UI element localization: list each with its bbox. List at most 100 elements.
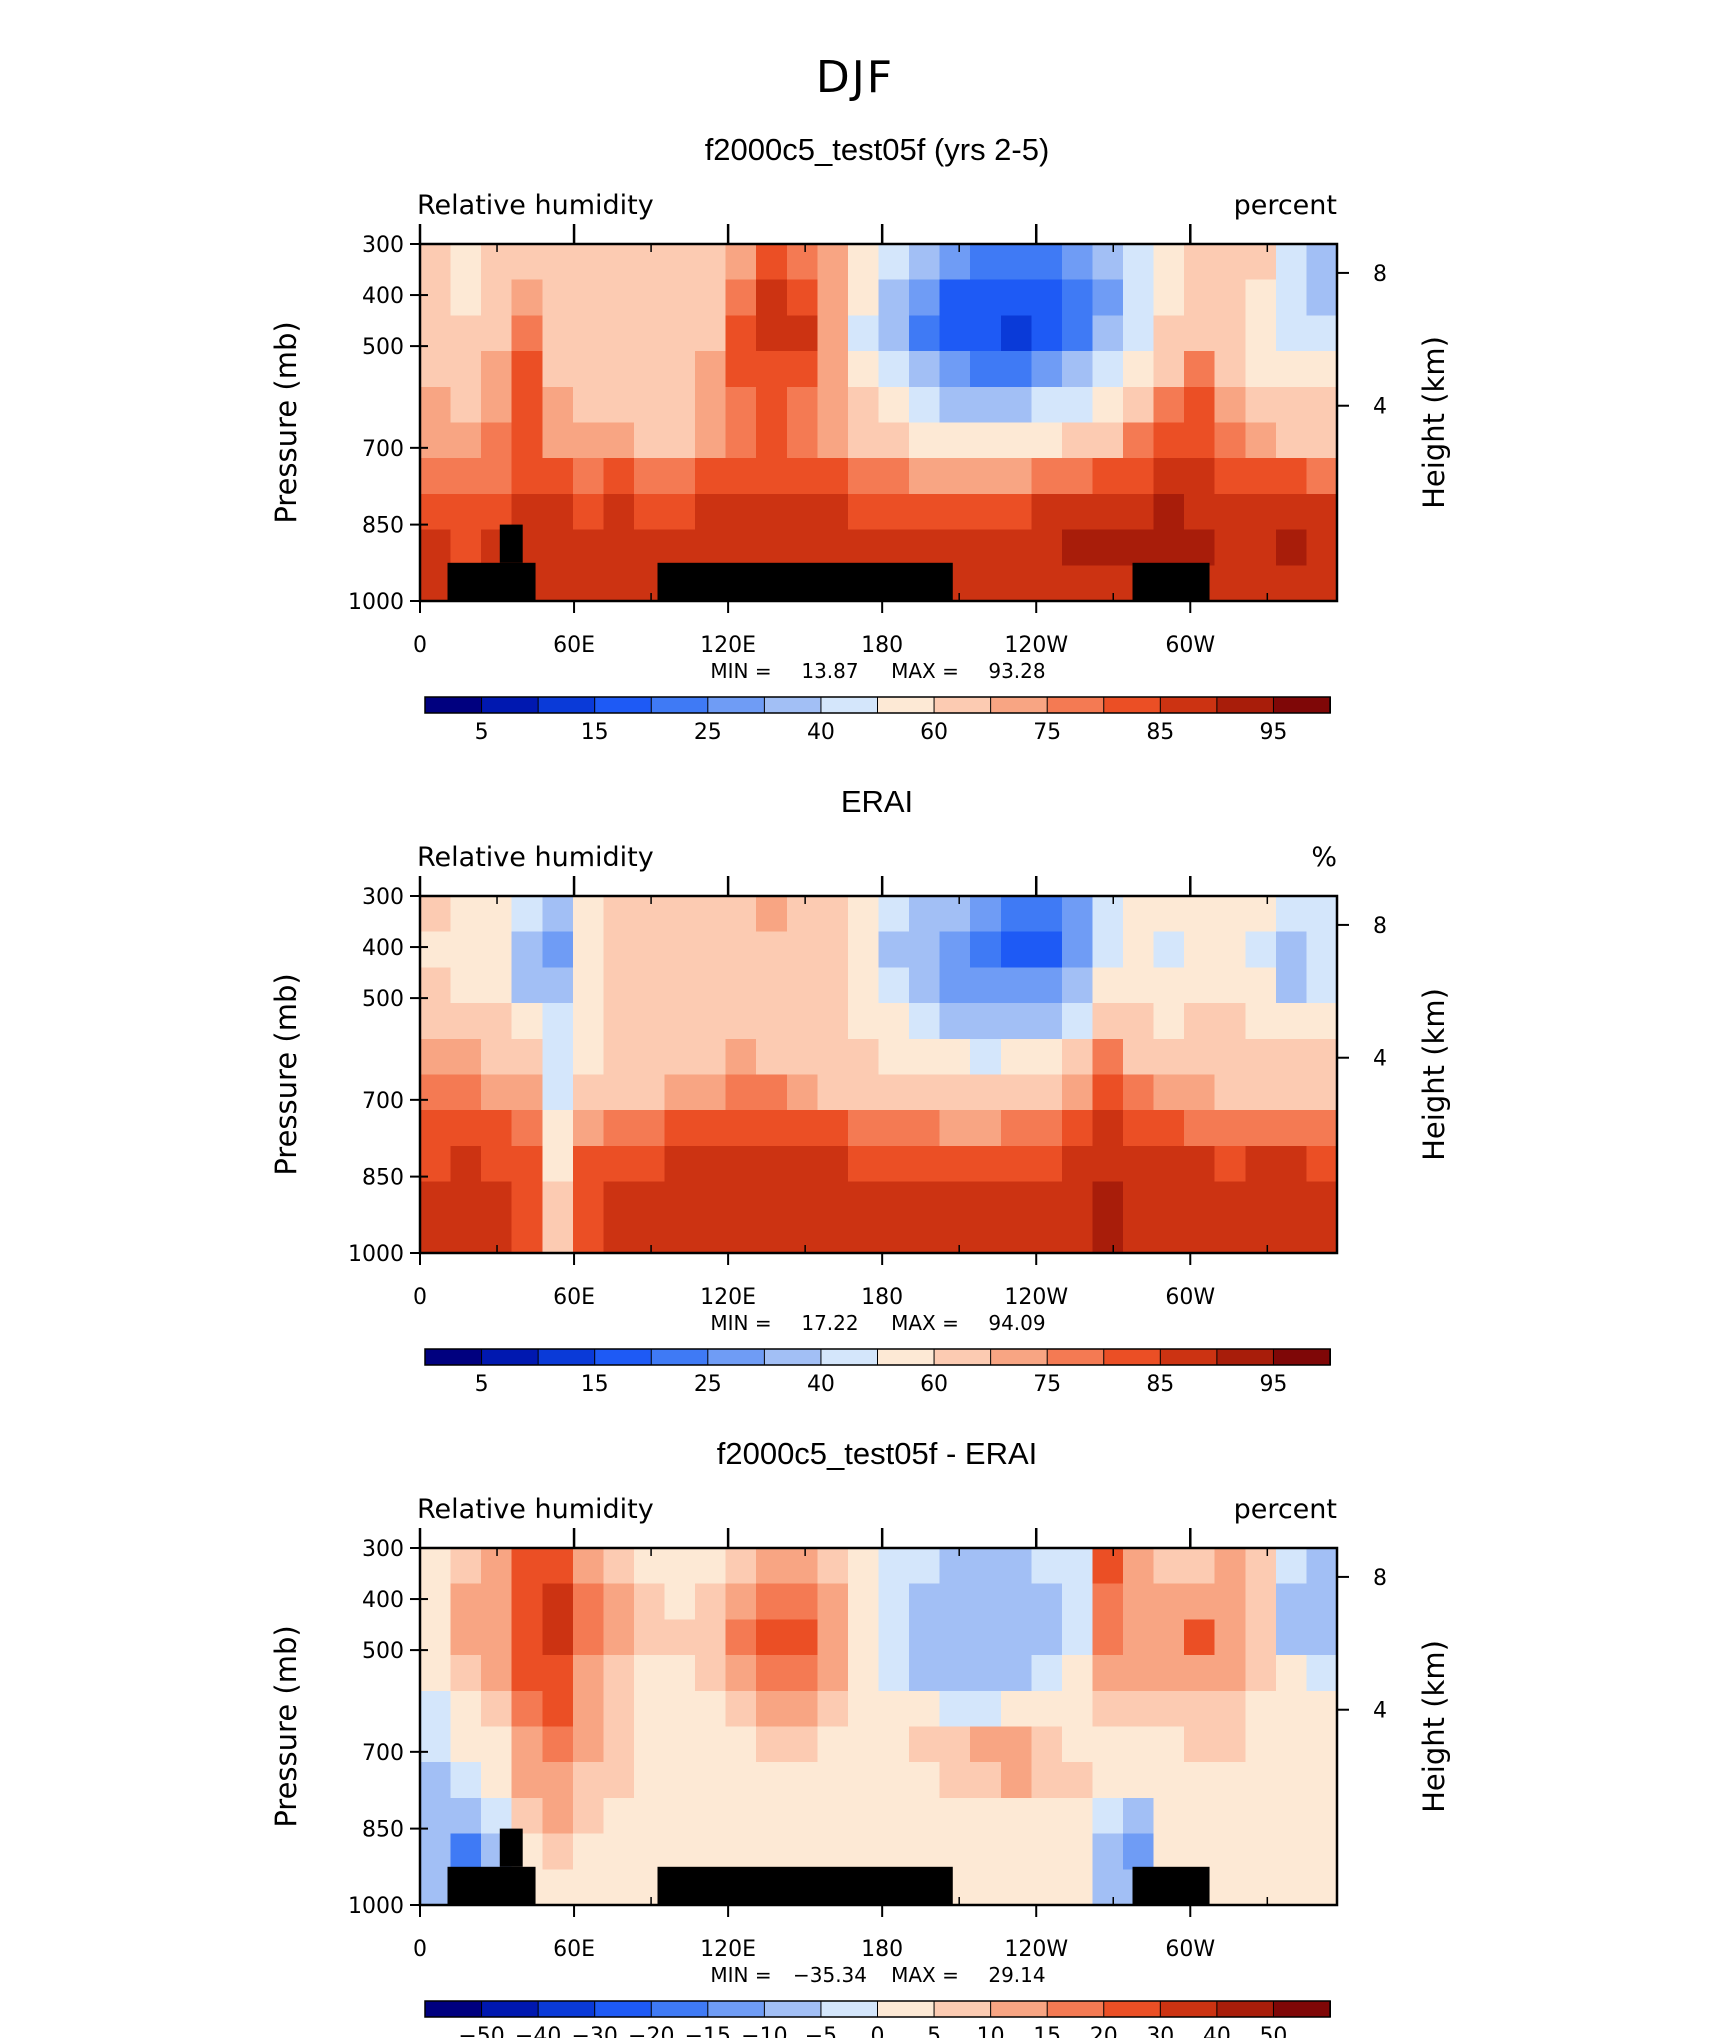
field-cell <box>1031 1110 1063 1147</box>
field-cell <box>786 1548 818 1585</box>
field-cell <box>939 1762 971 1799</box>
field-cell <box>481 1181 513 1218</box>
field-cell <box>572 1110 604 1147</box>
colorbar-swatch <box>763 2000 822 2018</box>
field-cell <box>970 1110 1002 1147</box>
field-cell <box>1092 1833 1124 1870</box>
field-cell <box>756 1110 788 1147</box>
y-right-axis-label: Height (km) <box>1417 988 1451 1161</box>
field-cell <box>695 1110 727 1147</box>
field-cell <box>786 1690 818 1728</box>
field-cell <box>970 1583 1002 1620</box>
field-cell <box>847 1074 880 1111</box>
field-cell <box>970 1655 1002 1692</box>
field-cell <box>817 1038 849 1076</box>
field-cell <box>450 1038 482 1076</box>
field-cell <box>1092 1217 1124 1254</box>
field-cell <box>511 493 543 531</box>
field-cell <box>1306 279 1338 316</box>
land-mask <box>499 1828 523 1867</box>
field-cell <box>603 1833 635 1870</box>
field-cell <box>756 493 788 531</box>
field-cell <box>572 1583 604 1620</box>
field-cell <box>1306 1797 1338 1835</box>
colorbar-swatch <box>424 2000 483 2018</box>
field-cell <box>450 244 482 281</box>
field-cell <box>481 1145 513 1183</box>
field-cell <box>725 1797 757 1835</box>
field-cell <box>1061 279 1094 316</box>
field-cell <box>1245 1690 1277 1728</box>
field-cell <box>1061 1583 1094 1620</box>
variable-label: Relative humidity <box>417 1494 654 1525</box>
field-cell <box>1123 1726 1155 1763</box>
field-cell <box>817 422 849 459</box>
field-cell <box>725 967 757 1004</box>
field-cell <box>603 896 635 933</box>
field-cell <box>420 279 452 316</box>
field-cell <box>756 1690 788 1728</box>
field-cell <box>1306 1110 1338 1147</box>
field-cell <box>695 529 727 566</box>
field-cell <box>420 458 452 495</box>
field-cell <box>450 279 482 316</box>
field-cell <box>542 1583 574 1620</box>
field-cell <box>878 244 910 281</box>
field-cell <box>725 1655 757 1692</box>
field-cell <box>1061 1619 1094 1656</box>
field-cell <box>1123 315 1155 352</box>
field-cell <box>725 244 757 281</box>
colorbar-swatch <box>877 1348 936 1366</box>
field-cell <box>1000 386 1032 424</box>
field-cell <box>756 244 788 281</box>
colorbar-swatch <box>990 696 1049 714</box>
colorbar-label: 20 <box>1090 2024 1118 2038</box>
field-cell <box>1245 458 1277 495</box>
field-cell <box>1061 1869 1094 1906</box>
field-cell <box>786 279 818 316</box>
field-cell <box>664 493 696 531</box>
field-cell <box>633 279 666 316</box>
field-cell <box>878 1003 910 1040</box>
field-cell <box>847 529 880 566</box>
field-cell <box>1245 1726 1277 1763</box>
field-cell <box>695 967 727 1004</box>
field-cell <box>1000 422 1032 459</box>
field-cell <box>1031 386 1063 424</box>
field-cell <box>847 1110 880 1147</box>
field-cell <box>1092 493 1124 531</box>
field-cell <box>725 896 757 933</box>
field-cell <box>1214 1726 1246 1763</box>
field-cell <box>970 1797 1002 1835</box>
field-cell <box>633 244 666 281</box>
field-cell <box>939 244 971 281</box>
field-cell <box>970 967 1002 1004</box>
field-cell <box>603 1869 635 1906</box>
field-cell <box>817 1548 849 1585</box>
field-cell <box>572 1181 604 1218</box>
variable-label: Relative humidity <box>417 190 654 221</box>
field-cell <box>664 896 696 933</box>
y-tick-label: 700 <box>362 1741 404 1766</box>
min-value: 17.22 <box>801 1311 858 1335</box>
field-cell <box>970 1074 1002 1111</box>
field-cell <box>633 967 666 1004</box>
land-mask <box>447 1866 536 1905</box>
field-cells <box>420 896 1338 1254</box>
field-cell <box>970 244 1002 281</box>
field-cell <box>420 1762 452 1799</box>
colorbar-swatch <box>537 1348 596 1366</box>
field-cell <box>939 386 971 424</box>
field-cell <box>450 493 482 531</box>
field-cell <box>817 1145 849 1183</box>
field-cell <box>725 493 757 531</box>
field-cell <box>603 1145 635 1183</box>
field-cell <box>817 1217 849 1254</box>
field-cell <box>970 565 1002 602</box>
field-cell <box>511 458 543 495</box>
field-cell <box>1092 1869 1124 1906</box>
colorbar-swatch <box>707 2000 766 2018</box>
field-cell <box>1306 244 1338 281</box>
field-cell <box>664 1762 696 1799</box>
max-label: MAX = <box>891 1311 959 1335</box>
